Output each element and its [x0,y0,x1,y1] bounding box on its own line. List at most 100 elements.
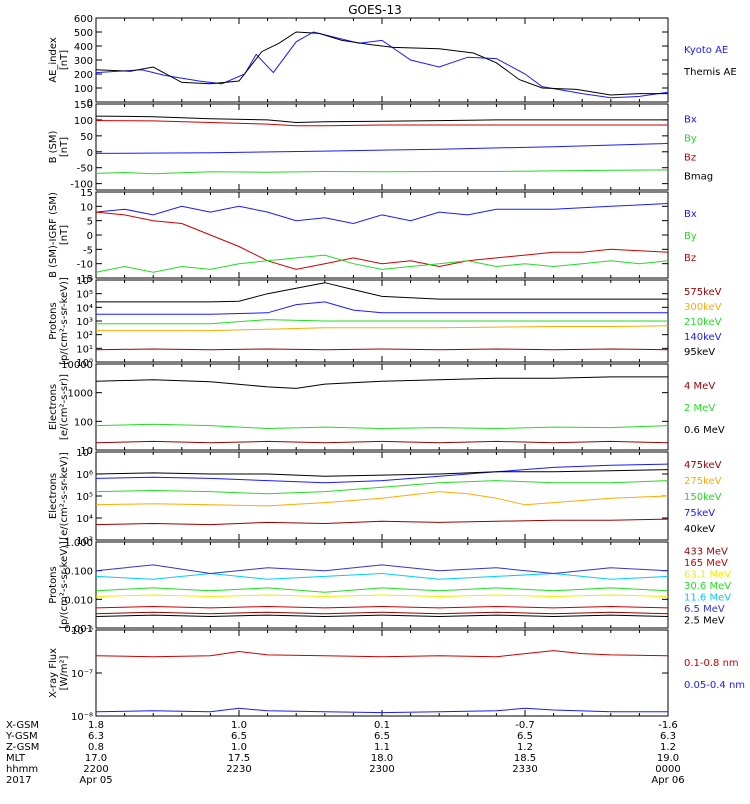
y-tick-label: 10⁻⁷ [71,669,93,680]
x-row-value: 0000 [655,764,680,775]
y-tick-label: -100 [70,180,93,191]
y-tick-label: 10⁻⁸ [71,712,93,723]
y-tick-label: 5 [87,217,93,228]
y-axis-label: [e/(cm²-s-sr)] [59,374,70,440]
legend-entry: 0.1-0.8 nm [684,658,739,669]
legend-entry: By [684,133,697,144]
x-row-value: 0.1 [374,720,390,731]
y-tick-label: -50 [77,164,93,175]
y-tick-label: 100 [74,84,93,95]
panel-xray: 10⁻⁸ 10⁻⁷ 10⁻⁶ X-ray Flux [W/m²] 0.1-0.8 nm 0.… [48,626,745,723]
y-tick-label: 10⁷ [76,448,93,459]
x-row-label: MLT [6,753,26,764]
panel-frame [95,629,669,717]
legend-entry: Bz [684,153,696,164]
legend-entry: Bx [684,209,697,220]
series-line-210kev [96,319,668,325]
x-row-value: 1.0 [231,720,247,731]
series-line-0-1-0-8-nm [95,650,669,658]
panel-frame [95,363,669,451]
y-tick-label: 10¹ [76,344,93,355]
legend-entry: 475keV [684,460,722,471]
x-row-value: 1.1 [374,742,390,753]
series-line-40kev [95,518,669,526]
legend-entry: 300keV [684,302,722,313]
series-line-bz [95,120,668,127]
series-line-150kev [95,480,669,495]
legend-entry: 2 MeV [684,403,715,414]
series-line-140kev [96,301,668,315]
series-line-kyoto-ae [95,31,669,99]
y-tick-label: 10⁵ [76,492,93,503]
y-axis-label: [p/(cm²-s-sr-keV)] [59,541,70,629]
legend-entry: 63.1 MeV [684,570,731,581]
panel-protons_mev: 0.001 0.010 0.100 1.000 Protons [p/(cm²-s-sr-… [48,538,731,635]
legend-entry: 433 MeV [684,547,728,558]
x-row-value: Apr 05 [79,775,112,786]
series-line-165-mev [95,605,669,609]
panel-electrons_mev: 10 100 1000 10000 Electrons [e/(cm²-s-sr)] 4 M… [48,360,725,457]
legend-entry: 165 MeV [684,558,728,569]
x-row-value: 6.5 [374,731,390,742]
y-tick-label: 10 [80,446,93,457]
y-axis-label: [e/(cm²-s-sr-keV)] [59,452,70,540]
y-tick-label: 10⁰ [76,358,93,369]
y-tick-label: 0.100 [64,567,93,578]
y-axis-label: [p/(cm²-s-sr-keV)] [59,277,70,365]
legend-entry: Themis AE [683,67,737,78]
y-tick-label: 0 [87,231,93,242]
y-tick-label: -10 [77,260,93,271]
series-line-bmag [95,115,668,124]
y-tick-label: 1000 [68,389,93,400]
y-tick-label: 500 [74,28,93,39]
chart-title: GOES-13 [348,3,402,17]
legend-entry: Bmag [684,172,713,183]
x-row-value: -1.6 [658,720,678,731]
y-tick-label: 200 [74,70,93,81]
x-row-value: 18.5 [514,753,536,764]
y-tick-label: 10³ [76,536,93,547]
y-axis-label: Electrons [48,473,59,519]
series-line-by [95,254,669,273]
legend-entry: 11.6 MeV [684,592,731,603]
panel-electrons_kev: 10³ 10⁴ 10⁵ 10⁶ 10⁷ Electrons [e/(cm²-s-sr-keV… [48,448,722,547]
x-row-value: 6.3 [88,731,104,742]
x-row-value: 18.0 [371,753,393,764]
y-axis-label: [nT] [59,225,70,245]
y-tick-label: -5 [83,245,93,256]
series-line-4-mev [95,440,669,444]
x-row-value: 2330 [512,764,537,775]
y-tick-label: 10⁵ [76,290,93,301]
y-tick-label: 400 [74,42,93,53]
series-line-0-05-0-4-nm [95,707,668,714]
series-line-63-1-mev [95,594,669,598]
y-tick-label: 0.001 [64,624,93,635]
y-axis-label: X-ray Flux [48,648,59,698]
y-tick-label: 100 [74,116,93,127]
x-row-value: 1.0 [231,742,247,753]
y-tick-label: 10⁶ [76,276,93,287]
y-axis-label: [nT] [59,137,70,157]
series-line-by [95,169,669,175]
legend-entry: 150keV [684,492,722,503]
legend-entry: By [684,231,697,242]
panel-frame [95,103,669,191]
series-line-themis-ae [95,31,668,96]
y-axis-label: Electrons [48,384,59,430]
legend-entry: 575keV [684,287,722,298]
x-row-value: 1.8 [88,720,104,731]
y-tick-label: 150 [74,100,93,111]
legend-entry: Bz [684,253,696,264]
y-tick-label: 15 [80,188,93,199]
x-axis-table: X-GSMY-GSMZ-GSMMLThhmm20171.86.30.817.02… [5,720,685,786]
y-axis-label: AE_index [48,37,59,83]
y-tick-label: 600 [74,14,93,25]
x-row-label: hhmm [6,764,38,775]
y-tick-label: 0 [87,148,93,159]
series-line-bx [95,203,669,225]
y-tick-label: 10⁴ [76,514,93,525]
legend-entry: 0.05-0.4 nm [684,680,745,691]
panel-ae: 0 100 200 300 400 500 600 AE_index [nT] Kyoto AE T… [48,14,737,109]
legend-entry: 2.5 MeV [684,615,725,626]
